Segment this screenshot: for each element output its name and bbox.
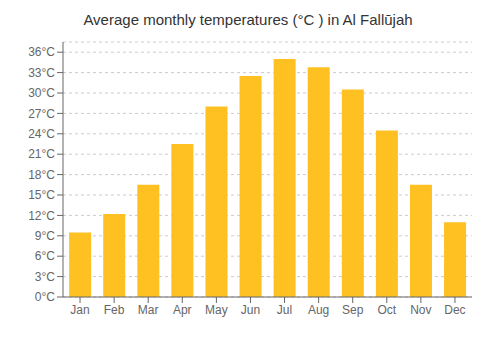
svg-text:24°C: 24°C <box>28 127 55 141</box>
svg-text:Oct: Oct <box>377 303 396 317</box>
html-text:Average monthly temperatures (: Average monthly temperatures (°C ) in Al… <box>83 11 413 28</box>
svg-text:May: May <box>205 303 228 317</box>
svg-text:12°C: 12°C <box>28 209 55 223</box>
svg-text:Apr: Apr <box>173 303 192 317</box>
svg-text:0°C: 0°C <box>35 290 55 304</box>
svg-text:Sep: Sep <box>342 303 364 317</box>
svg-text:Jul: Jul <box>277 303 292 317</box>
svg-text:27°C: 27°C <box>28 107 55 121</box>
svg-text:18°C: 18°C <box>28 168 55 182</box>
svg-text:Nov: Nov <box>410 303 431 317</box>
svg-text:33°C: 33°C <box>28 66 55 80</box>
svg-text:Aug: Aug <box>308 303 329 317</box>
svg-text:Mar: Mar <box>138 303 159 317</box>
svg-text:Jun: Jun <box>241 303 260 317</box>
svg-text:3°C: 3°C <box>35 270 55 284</box>
svg-text:Feb: Feb <box>104 303 125 317</box>
svg-text:36°C: 36°C <box>28 45 55 59</box>
svg-text:Jan: Jan <box>70 303 89 317</box>
svg-text:9°C: 9°C <box>35 229 55 243</box>
svg-text:30°C: 30°C <box>28 86 55 100</box>
svg-text:15°C: 15°C <box>28 188 55 202</box>
svg-text:Dec: Dec <box>444 303 465 317</box>
svg-text:21°C: 21°C <box>28 147 55 161</box>
svg-text:6°C: 6°C <box>35 249 55 263</box>
